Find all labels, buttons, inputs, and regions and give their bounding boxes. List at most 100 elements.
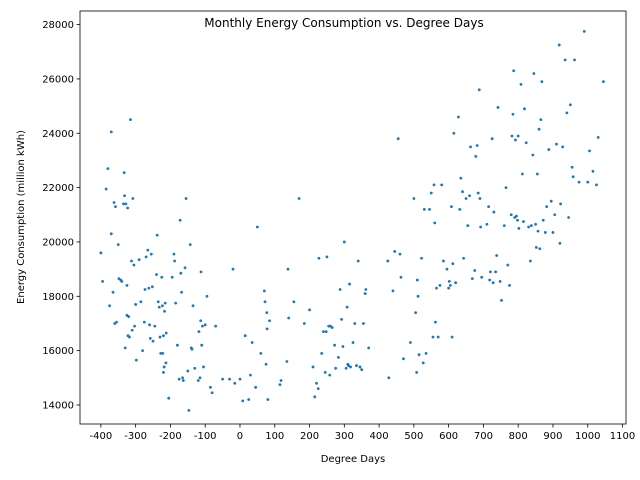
data-point (364, 288, 368, 291)
data-point (153, 324, 157, 328)
data-point (416, 294, 420, 298)
data-point (184, 197, 188, 200)
data-point (360, 368, 364, 372)
data-point (435, 286, 438, 290)
x-tick-label: 700 (474, 431, 493, 442)
data-point (511, 112, 515, 116)
data-point (141, 349, 145, 353)
data-point (201, 324, 204, 328)
data-point (398, 252, 402, 256)
data-point (125, 284, 129, 287)
data-point (205, 294, 209, 298)
data-point (573, 58, 576, 62)
data-point (156, 300, 160, 304)
data-point (408, 341, 412, 344)
data-point (163, 309, 166, 313)
data-point (523, 107, 526, 111)
data-point (198, 376, 202, 380)
data-point (567, 216, 571, 219)
data-point (120, 279, 124, 283)
data-points (99, 29, 605, 412)
data-point (131, 197, 135, 200)
data-point (249, 373, 252, 377)
data-point (393, 250, 397, 253)
data-point (537, 127, 541, 131)
data-point (262, 289, 266, 293)
data-point (559, 202, 563, 206)
data-point (561, 145, 565, 149)
y-tick-label: 18000 (42, 292, 74, 303)
data-point (316, 387, 320, 391)
data-point (420, 256, 423, 260)
data-point (130, 259, 133, 263)
data-point (349, 365, 352, 369)
x-tick-label: 0 (237, 431, 243, 442)
data-point (452, 131, 456, 135)
data-point (108, 304, 111, 308)
data-point (188, 243, 192, 247)
data-point (480, 275, 484, 279)
x-tick-label: 200 (300, 431, 319, 442)
data-point (134, 303, 138, 306)
data-point (336, 356, 340, 359)
data-point (451, 262, 455, 266)
y-tick-label: 24000 (42, 129, 74, 140)
data-point (473, 269, 477, 272)
data-point (415, 370, 419, 374)
data-point (146, 248, 150, 252)
data-point (477, 88, 481, 92)
data-point (313, 395, 317, 399)
data-point (286, 267, 290, 271)
data-point (454, 281, 457, 285)
data-point (144, 255, 148, 259)
data-point (174, 301, 178, 305)
data-point (264, 362, 268, 366)
data-point (536, 229, 540, 233)
data-point (553, 213, 557, 217)
data-point (127, 315, 131, 319)
data-point (601, 80, 605, 84)
data-point (462, 256, 465, 260)
data-point (340, 317, 343, 321)
data-point (148, 337, 152, 340)
y-tick-label: 22000 (42, 183, 74, 194)
data-point (203, 323, 207, 327)
data-point (494, 270, 497, 274)
data-point (485, 222, 489, 226)
chart-title: Monthly Energy Consumption vs. Degree Da… (204, 16, 483, 30)
y-tick-label: 20000 (42, 237, 74, 248)
data-point (470, 277, 474, 281)
data-point (347, 364, 350, 367)
data-point (322, 330, 325, 334)
data-point (241, 399, 245, 403)
data-point (433, 221, 437, 225)
data-point (421, 361, 425, 365)
data-point (414, 311, 417, 314)
data-point (586, 180, 590, 184)
data-point (461, 190, 464, 194)
data-point (124, 202, 128, 206)
x-tick-label: -100 (194, 431, 217, 442)
data-point (466, 224, 470, 228)
data-point (432, 183, 436, 187)
data-point (355, 364, 358, 367)
data-point (111, 290, 115, 294)
data-point (164, 331, 168, 335)
data-point (509, 213, 513, 217)
data-point (199, 319, 203, 323)
data-point (116, 243, 120, 247)
data-point (571, 175, 575, 179)
data-point (510, 134, 514, 138)
data-point (504, 186, 508, 190)
data-point (129, 118, 132, 122)
data-point (535, 172, 539, 176)
data-point (344, 366, 348, 370)
data-point (147, 286, 151, 290)
data-point (268, 319, 271, 323)
data-point (139, 300, 143, 304)
data-point (334, 366, 338, 370)
data-point (177, 377, 181, 381)
x-axis-ticks: -400 -300 -200 -100 0 100 200 300 400 500 600 700 80… (90, 424, 635, 442)
data-point (515, 214, 518, 218)
data-point (541, 218, 545, 222)
